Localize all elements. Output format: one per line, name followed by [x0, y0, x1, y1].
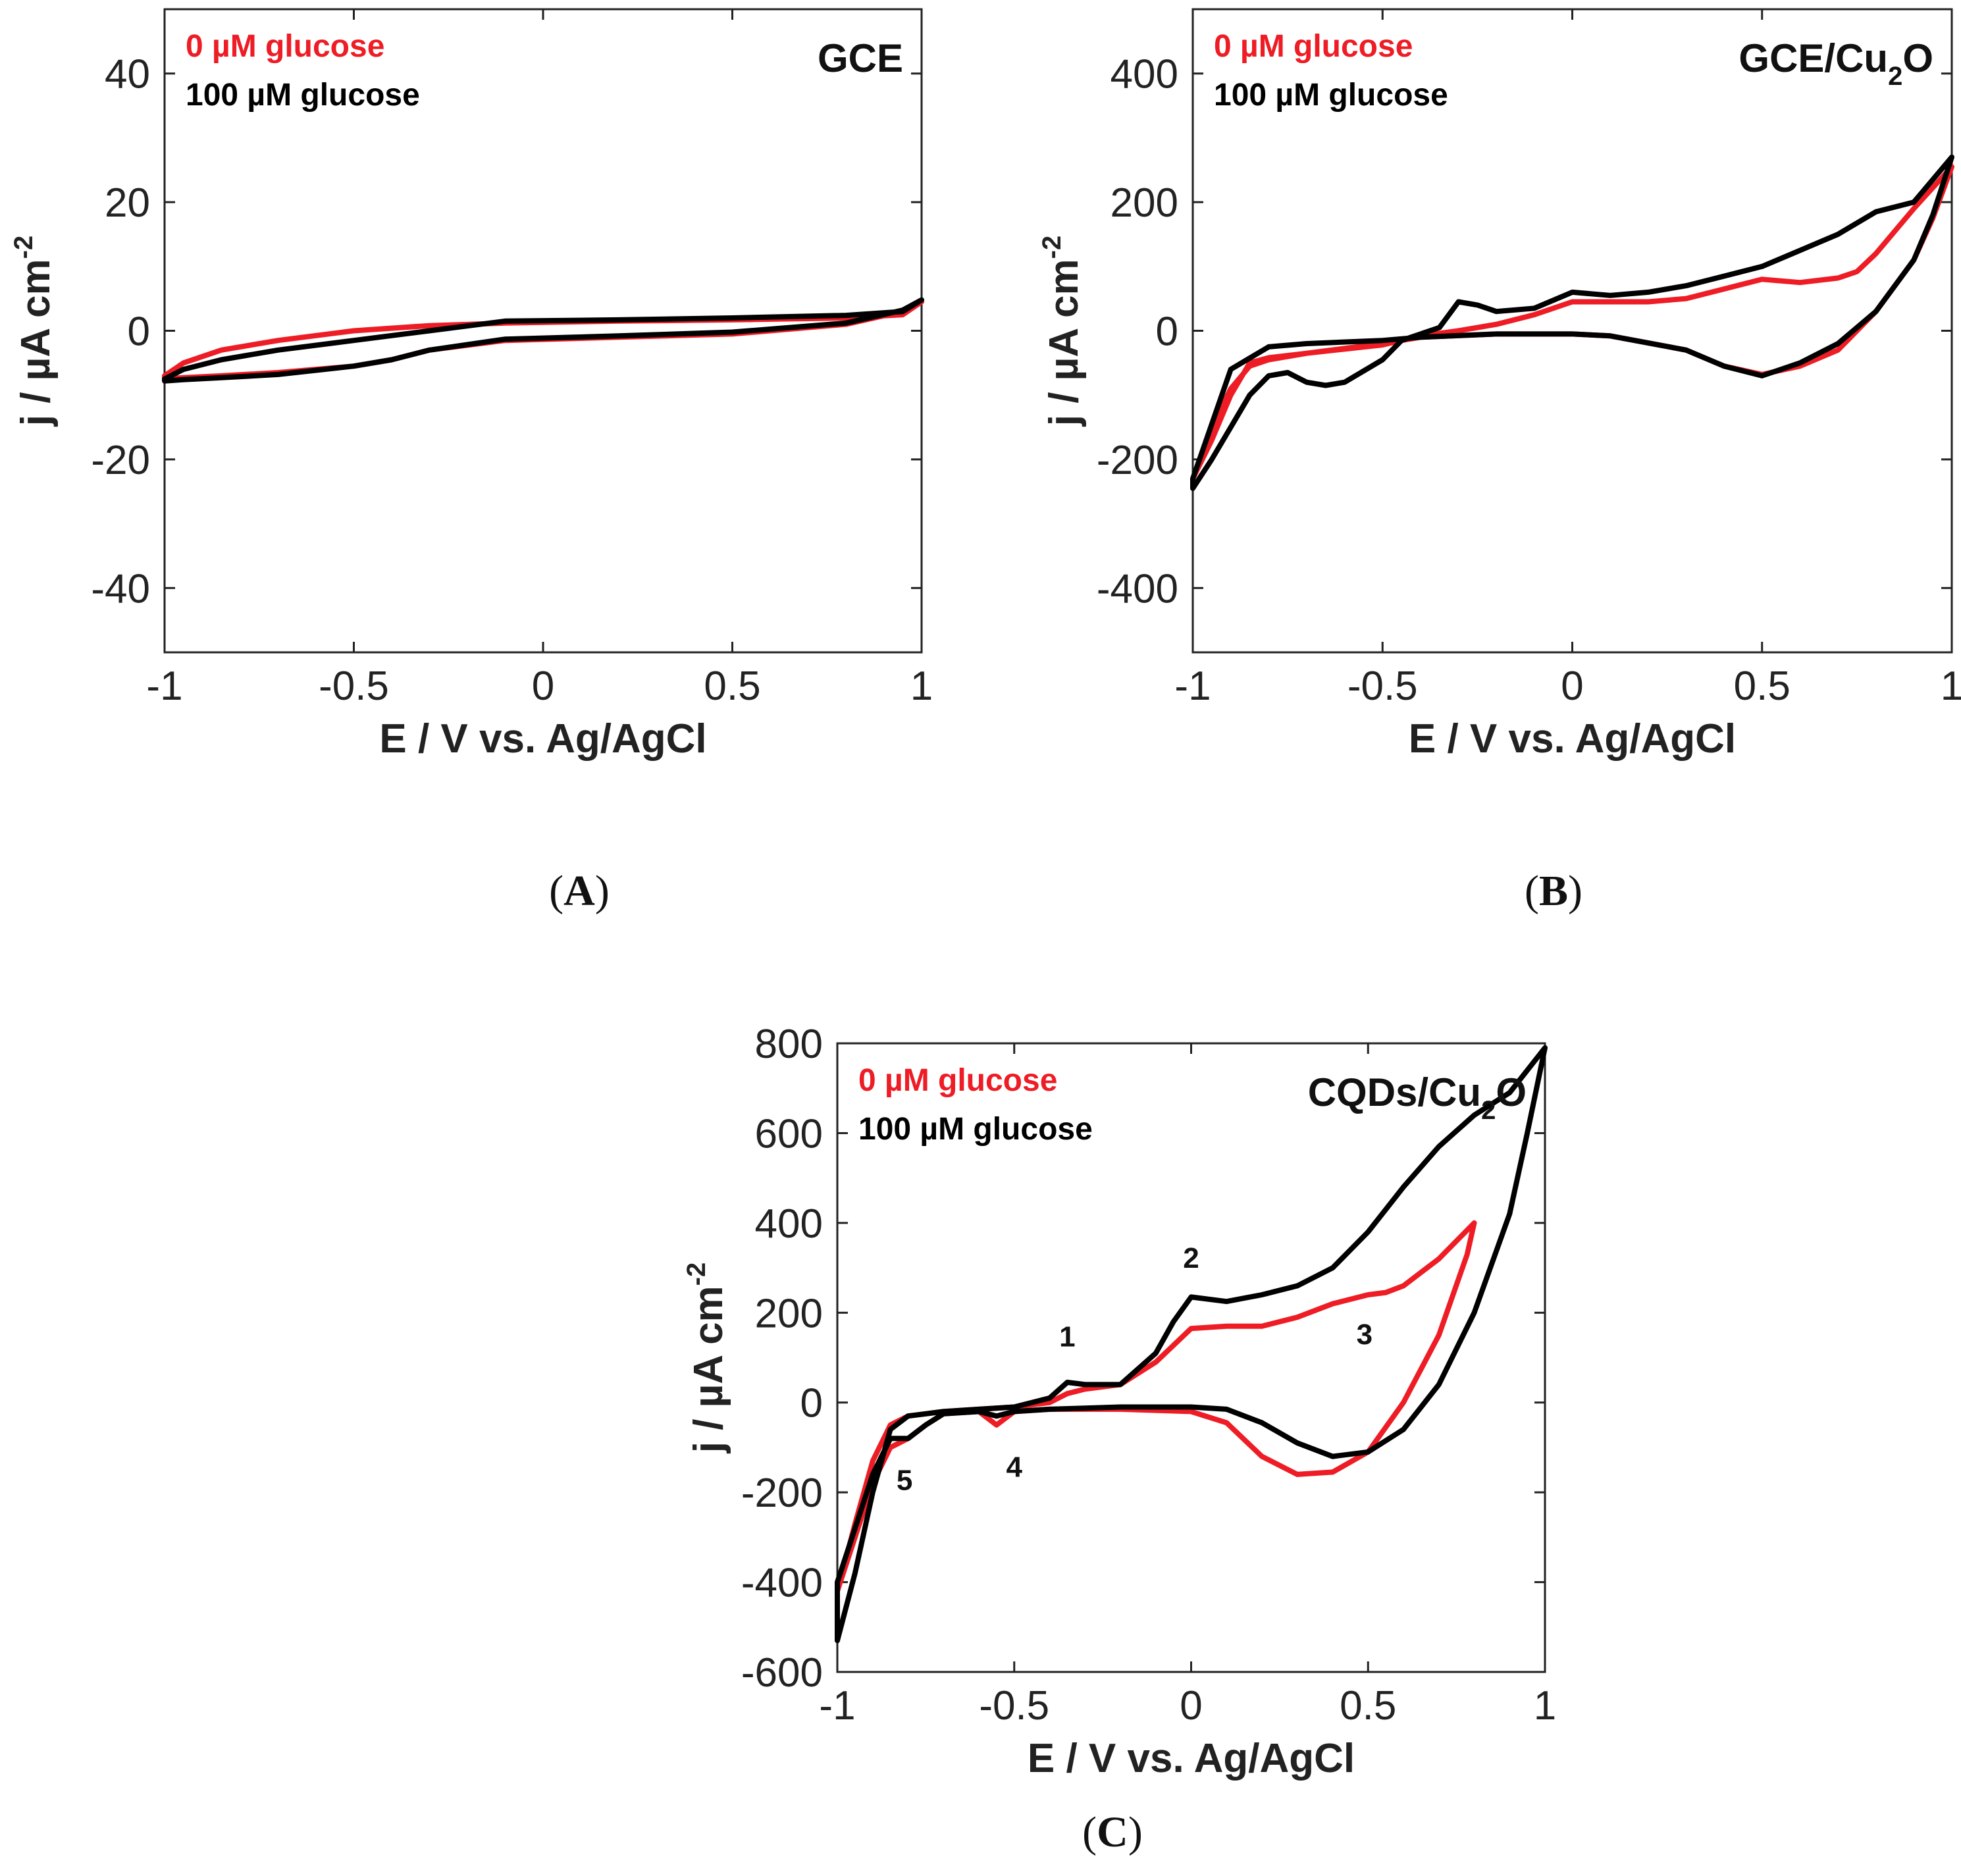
legend-entry-a: 100 µM glucose [186, 78, 420, 113]
y-tick-label-c: -600 [741, 1650, 823, 1696]
legend-entry-b: 0 µM glucose [1214, 29, 1413, 64]
y-tick-label-c: 600 [755, 1111, 823, 1157]
peak-label: 4 [1007, 1451, 1023, 1483]
x-tick-label-a: 0.5 [704, 664, 760, 709]
series-100uM-c [835, 1045, 1548, 1644]
peak-label: 3 [1357, 1318, 1373, 1351]
x-tick-label-a: 0 [532, 664, 554, 709]
peak-label: 2 [1183, 1242, 1199, 1274]
y-tick-label-a: 0 [128, 309, 150, 355]
y-tick-label-a: -20 [91, 438, 150, 483]
x-axis-title-b: E / V vs. Ag/AgCl [1409, 716, 1736, 762]
peak-label: 5 [897, 1465, 912, 1497]
y-tick-label-b: 400 [1111, 52, 1178, 97]
panel-a: -1 -0.5 0 0.5 1 -40 -20 0 20 40 E / V vs. Ag/AgCl j… [9, 8, 933, 915]
y-tick-label-a: -40 [91, 566, 150, 612]
x-tick-label-b: 1 [1941, 664, 1961, 709]
panel-title-a: GCE [818, 36, 903, 80]
x-tick-label-a: -0.5 [319, 664, 389, 709]
x-tick-label-b: 0 [1561, 664, 1583, 709]
y-tick-label-c: -200 [741, 1471, 823, 1516]
y-tick-label-b: 0 [1156, 309, 1178, 355]
y-tick-label-c: 400 [755, 1201, 823, 1247]
panel-c: -1 -0.5 0 0.5 1 -600 -400 -200 0 200 400 600 800 E / … [682, 1022, 1556, 1856]
x-tick-label-b: -1 [1174, 664, 1211, 709]
x-tick-label-a: -1 [146, 664, 182, 709]
panel-caption-a: (A) [549, 867, 610, 915]
x-axis-title-a: E / V vs. Ag/AgCl [379, 716, 706, 762]
legend-entry-c: 0 µM glucose [858, 1063, 1057, 1098]
legend-entry-a: 0 µM glucose [186, 29, 384, 64]
y-axis-title-b: j / µA cm-2 [1037, 236, 1087, 427]
panel-caption-b: (B) [1525, 867, 1582, 915]
panel-title-c: CQDs/Cu2O [1308, 1070, 1527, 1125]
y-tick-label-b: 200 [1111, 180, 1178, 226]
y-tick-label-c: -400 [741, 1561, 823, 1606]
panel-title-b: GCE/Cu2O [1739, 36, 1933, 91]
peak-label: 1 [1059, 1320, 1075, 1353]
y-axis-title-a: j / µA cm-2 [9, 236, 59, 427]
x-axis-title-c: E / V vs. Ag/AgCl [1028, 1736, 1355, 1781]
panel-caption-c: (C) [1082, 1808, 1143, 1856]
legend-entry-c: 100 µM glucose [858, 1112, 1093, 1147]
y-tick-label-b: -200 [1097, 438, 1178, 483]
y-tick-label-c: 800 [755, 1022, 823, 1067]
series-100uM-b [1190, 154, 1954, 491]
series-0uM-b [1190, 164, 1954, 482]
x-tick-label-b: -0.5 [1347, 664, 1418, 709]
x-tick-label-c: -0.5 [979, 1683, 1049, 1729]
x-tick-label-c: 1 [1534, 1683, 1556, 1729]
x-tick-label-c: 0 [1180, 1683, 1202, 1729]
x-tick-label-b: 0.5 [1734, 664, 1791, 709]
y-axis-title-c: j / µA cm-2 [682, 1263, 731, 1454]
y-tick-label-c: 200 [755, 1291, 823, 1336]
y-tick-label-b: -400 [1097, 566, 1178, 612]
y-tick-label-a: 40 [105, 52, 150, 97]
legend-entry-b: 100 µM glucose [1214, 78, 1448, 113]
x-tick-label-c: -1 [819, 1683, 855, 1729]
panel-b: -1 -0.5 0 0.5 1 -400 -200 0 200 400 E / V vs. Ag/A… [1037, 8, 1961, 915]
x-tick-label-a: 1 [910, 664, 933, 709]
y-tick-label-c: 0 [800, 1381, 823, 1426]
series-100uM-a [162, 297, 924, 384]
x-tick-label-c: 0.5 [1340, 1683, 1396, 1729]
y-tick-label-a: 20 [105, 180, 150, 226]
